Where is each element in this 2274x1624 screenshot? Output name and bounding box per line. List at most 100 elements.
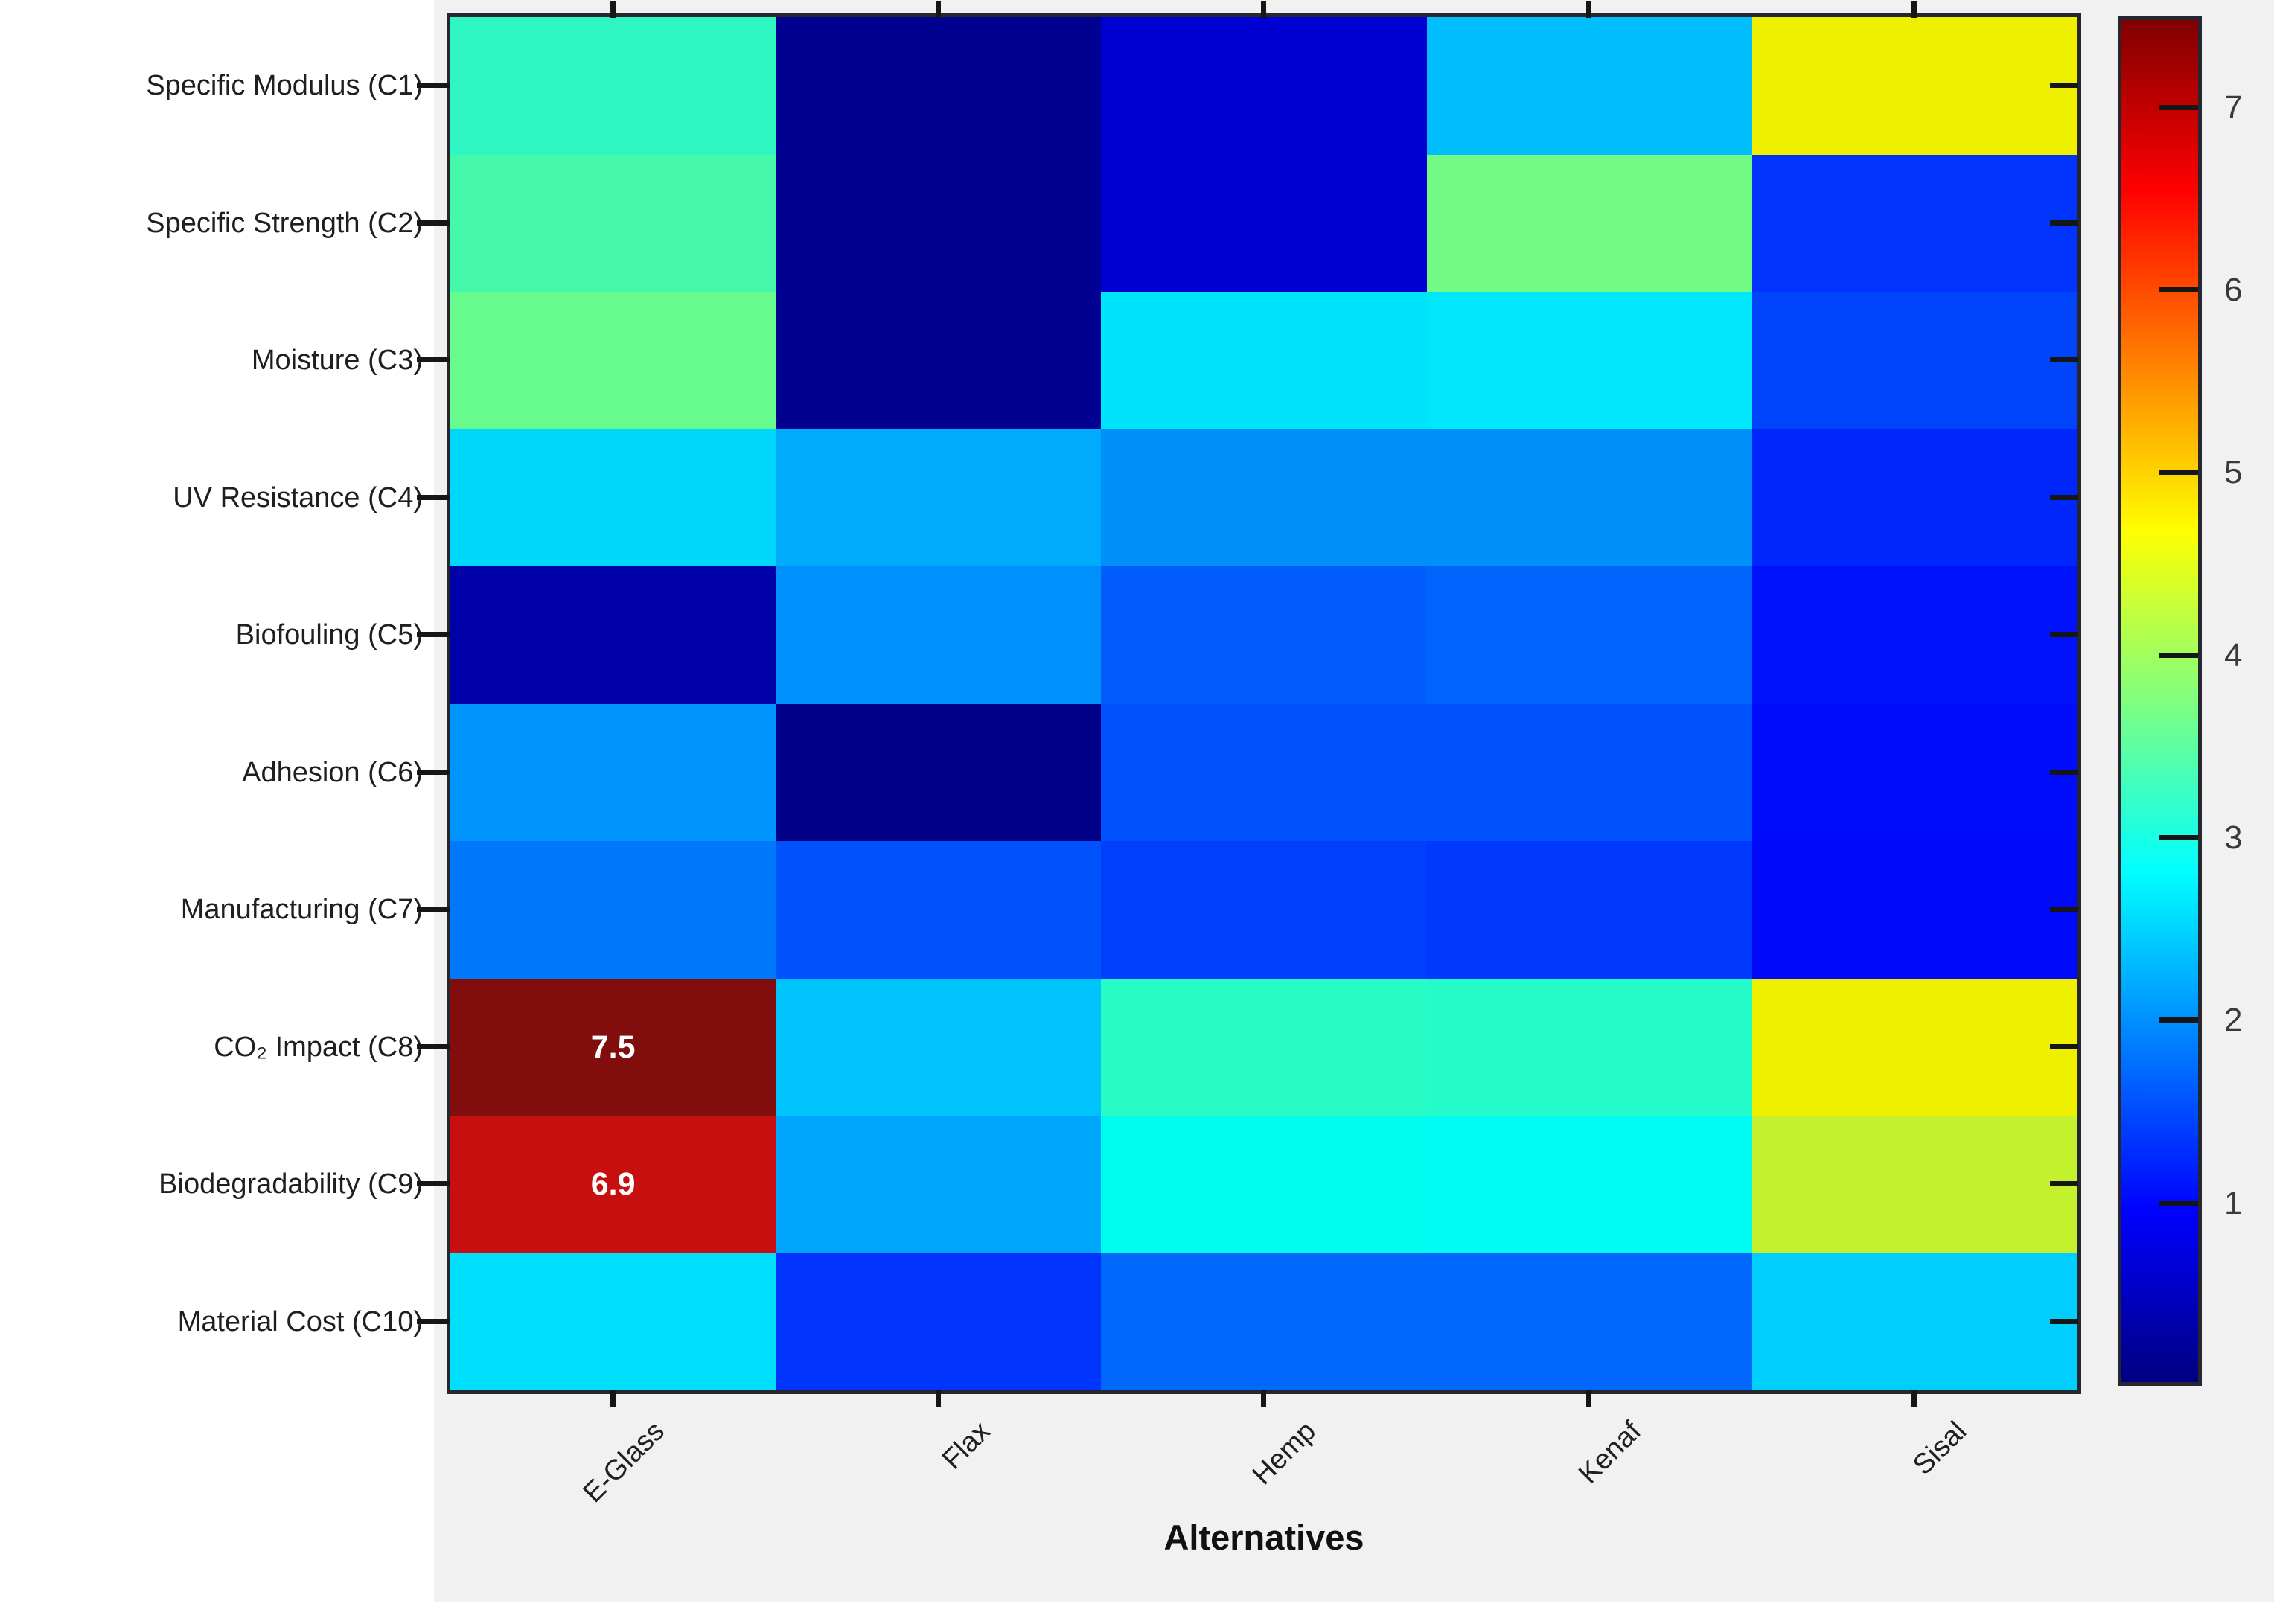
axis-tick bbox=[2050, 632, 2078, 638]
axis-tick bbox=[1911, 1390, 1917, 1407]
axis-tick bbox=[2050, 494, 2078, 500]
y-axis-label: Biofouling (C5) bbox=[235, 619, 423, 651]
colorbar-tick bbox=[2159, 1017, 2198, 1023]
heatmap-cell bbox=[1426, 841, 1752, 979]
heatmap-cell bbox=[1426, 429, 1752, 566]
colorbar-tick bbox=[2159, 1200, 2198, 1206]
axis-tick bbox=[1586, 1390, 1592, 1407]
axis-tick bbox=[417, 220, 450, 226]
axis-tick bbox=[1586, 1, 1592, 18]
heatmap-cell bbox=[776, 292, 1102, 429]
axis-tick bbox=[417, 83, 450, 89]
axis-tick bbox=[1261, 1, 1266, 18]
heatmap-cell bbox=[776, 841, 1102, 979]
axis-tick bbox=[935, 1, 941, 18]
axis-tick bbox=[417, 1181, 450, 1187]
heatmap-cell bbox=[1751, 703, 2077, 841]
axis-tick bbox=[2050, 357, 2078, 363]
colorbar-tick bbox=[2159, 652, 2198, 658]
heatmap-cell bbox=[450, 978, 776, 1116]
heatmap-cell bbox=[1751, 1116, 2077, 1253]
axis-tick bbox=[935, 1390, 941, 1407]
axis-tick bbox=[2050, 1318, 2078, 1324]
colorbar-tick bbox=[2159, 470, 2198, 476]
axis-tick bbox=[1261, 1390, 1266, 1407]
heatmap-cell bbox=[1426, 978, 1752, 1116]
y-axis-label: UV Resistance (C4) bbox=[173, 482, 423, 514]
heatmap-cell bbox=[1426, 17, 1752, 155]
colorbar bbox=[2118, 16, 2202, 1386]
heatmap-cell bbox=[1101, 1116, 1427, 1253]
colorbar-tick-label: 3 bbox=[2224, 819, 2243, 856]
heatmap-cell bbox=[450, 841, 776, 979]
heatmap-cell bbox=[776, 1116, 1102, 1253]
x-axis-title: Alternatives bbox=[1163, 1518, 1364, 1557]
colorbar-tick bbox=[2159, 104, 2198, 110]
heatmap-cell bbox=[1101, 566, 1427, 704]
heatmap-cell bbox=[1751, 154, 2077, 292]
heatmap-cell bbox=[1426, 292, 1752, 429]
y-axis-label: Moisture (C3) bbox=[251, 345, 423, 377]
heatmap-cell bbox=[1101, 703, 1427, 841]
axis-tick bbox=[417, 632, 450, 638]
heatmap-cell bbox=[450, 1253, 776, 1390]
heatmap-cell bbox=[1751, 292, 2077, 429]
heatmap-cell bbox=[1751, 841, 2077, 979]
axis-tick bbox=[610, 1390, 616, 1407]
heatmap-cell bbox=[450, 703, 776, 841]
axis-tick bbox=[2050, 907, 2078, 912]
heatmap-cell bbox=[1101, 429, 1427, 566]
colorbar-tick-label: 6 bbox=[2224, 272, 2243, 308]
y-axis-label: CO₂ Impact (C8) bbox=[214, 1031, 423, 1063]
heatmap-cell bbox=[450, 429, 776, 566]
heatmap-cell bbox=[1101, 841, 1427, 979]
cell-value-label: 6.9 bbox=[590, 1166, 636, 1203]
colorbar-tick-label: 4 bbox=[2224, 636, 2243, 674]
heatmap-cell bbox=[1751, 978, 2077, 1116]
axis-tick bbox=[417, 907, 450, 912]
axis-tick bbox=[2050, 83, 2078, 89]
heatmap-cell bbox=[776, 566, 1102, 704]
heatmap-cell bbox=[776, 154, 1102, 292]
y-axis-label: Biodegradability (C9) bbox=[159, 1169, 423, 1201]
heatmap-cell bbox=[1101, 292, 1427, 429]
heatmap-plot bbox=[447, 13, 2081, 1394]
cell-value-label: 7.5 bbox=[590, 1029, 636, 1065]
heatmap-cell bbox=[1101, 1253, 1427, 1390]
heatmap-cell bbox=[1426, 154, 1752, 292]
heatmap-cell bbox=[1426, 703, 1752, 841]
heatmap-cell bbox=[1426, 1253, 1752, 1390]
heatmap-cell bbox=[1426, 1116, 1752, 1253]
y-axis-label: Specific Strength (C2) bbox=[146, 207, 423, 239]
axis-tick bbox=[417, 1318, 450, 1324]
heatmap-cell bbox=[450, 17, 776, 155]
heatmap-cell bbox=[776, 17, 1102, 155]
colorbar-tick-label: 5 bbox=[2224, 454, 2243, 491]
colorbar-tick-label: 2 bbox=[2224, 1002, 2243, 1039]
heatmap-cell bbox=[776, 703, 1102, 841]
heatmap-cell bbox=[450, 1116, 776, 1253]
colorbar-tick bbox=[2159, 835, 2198, 840]
axis-tick bbox=[2050, 1043, 2078, 1049]
colorbar-tick bbox=[2159, 287, 2198, 292]
colorbar-tick-label: 7 bbox=[2224, 89, 2243, 126]
y-axis-label: Adhesion (C6) bbox=[242, 756, 423, 788]
axis-tick bbox=[2050, 220, 2078, 226]
heatmap-cell bbox=[776, 429, 1102, 566]
axis-tick bbox=[2050, 1181, 2078, 1187]
heatmap-cell bbox=[1751, 1253, 2077, 1390]
y-axis-label: Manufacturing (C7) bbox=[180, 894, 423, 926]
heatmap-cell bbox=[450, 154, 776, 292]
axis-tick bbox=[610, 1, 616, 18]
axis-tick bbox=[417, 494, 450, 500]
heatmap-cell bbox=[1101, 978, 1427, 1116]
heatmap-cell bbox=[776, 978, 1102, 1116]
axis-tick bbox=[2050, 769, 2078, 775]
axis-tick bbox=[417, 769, 450, 775]
heatmap-cell bbox=[1426, 566, 1752, 704]
heatmap-cell bbox=[450, 292, 776, 429]
heatmap-cell bbox=[1101, 154, 1427, 292]
heatmap-cell bbox=[450, 566, 776, 704]
axis-tick bbox=[417, 357, 450, 363]
axis-tick bbox=[417, 1043, 450, 1049]
